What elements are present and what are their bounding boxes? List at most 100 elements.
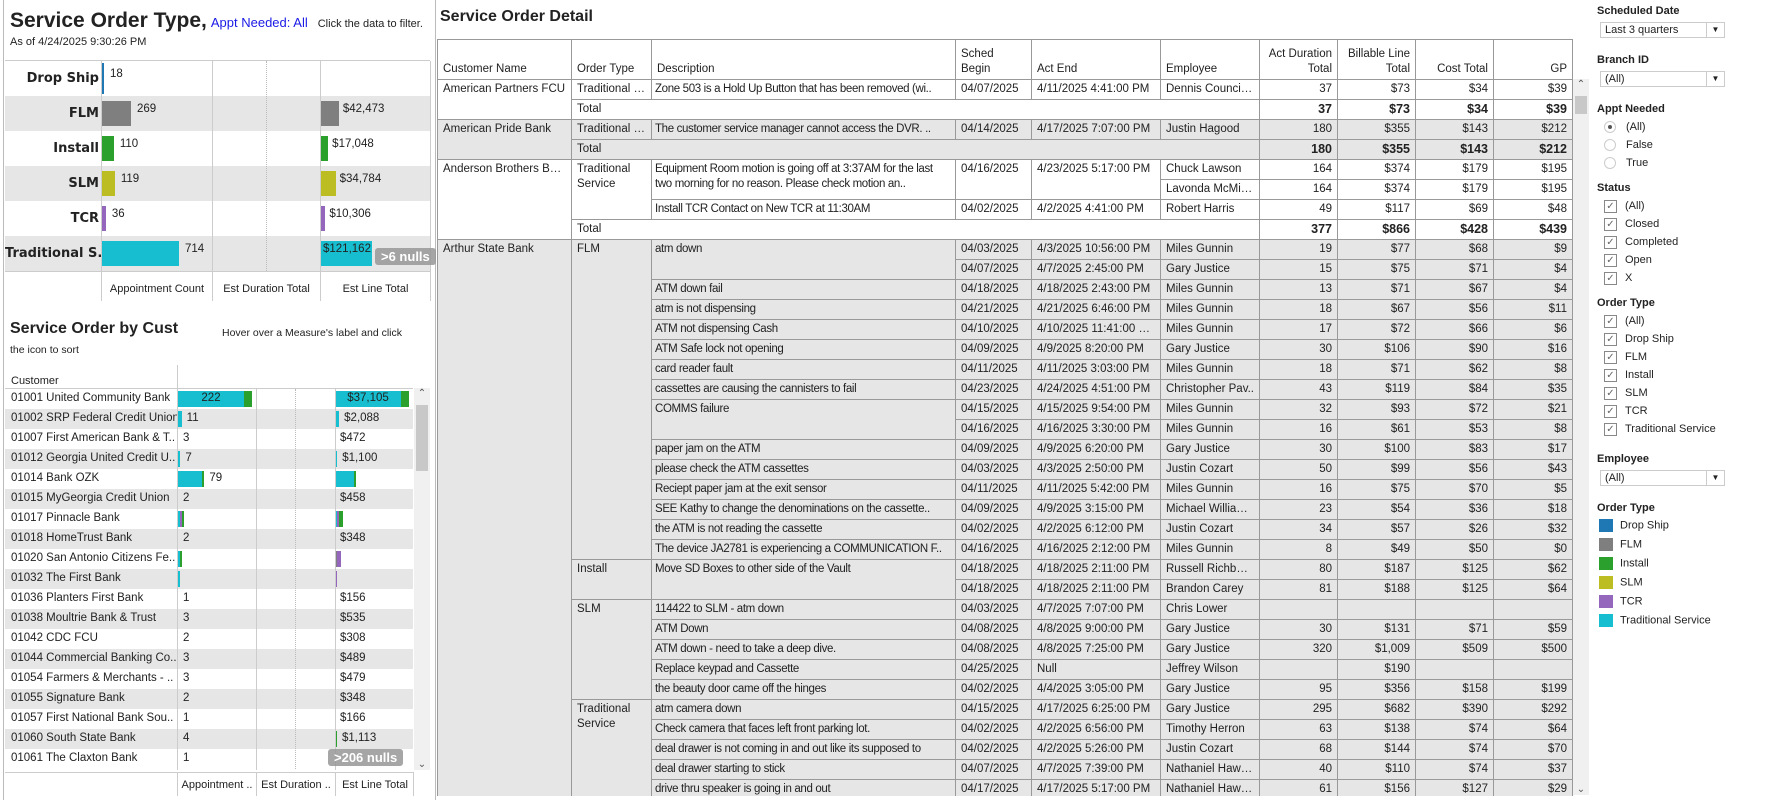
table-row[interactable]: The device JA2781 is experiencing a COMM… [438, 539, 1573, 560]
customer-name[interactable]: 01057 First National Bank Sou.. [11, 712, 174, 724]
order-type-checkbox-option[interactable]: ✓ SLM [1604, 386, 1648, 400]
est-line-total-bar[interactable] [321, 101, 339, 126]
line-total-bar-segment[interactable] [335, 411, 340, 427]
appointment-bar-segment[interactable] [178, 411, 182, 427]
line-total-bar-segment[interactable] [339, 511, 343, 527]
table-row[interactable]: the beauty door came off the hinges 04/02… [438, 679, 1573, 700]
appointment-count-bar[interactable] [102, 241, 179, 266]
line-total-bar-segment[interactable] [335, 471, 354, 487]
detail-scroll-thumb[interactable] [1575, 96, 1587, 114]
checkbox-icon[interactable]: ✓ [1604, 386, 1617, 400]
employee-dropdown[interactable]: (All) ▼ [1600, 470, 1725, 486]
appointment-count-bar[interactable] [102, 101, 131, 126]
customer-name[interactable]: 01015 MyGeorgia Credit Union [11, 492, 170, 504]
appointment-bar-segment[interactable] [178, 551, 180, 567]
scheduled-date-dropdown[interactable]: Last 3 quarters ▼ [1600, 22, 1725, 38]
column-header[interactable]: Employee [1160, 39, 1260, 80]
legend-item[interactable]: SLM [1599, 576, 1643, 589]
est-line-total-bar[interactable] [321, 206, 326, 231]
table-row[interactable]: Reciept paper jam at the exit sensor 04/1… [438, 479, 1573, 500]
customer-name-cell[interactable]: Anderson Brothers Bank [437, 159, 572, 240]
appointment-bar-segment[interactable] [182, 511, 184, 527]
order-type-checkbox-option[interactable]: ✓ Install [1604, 368, 1654, 382]
customer-name[interactable]: 01042 CDC FCU [11, 632, 98, 644]
order-type-label[interactable]: Install [53, 141, 99, 156]
checkbox-icon[interactable]: ✓ [1604, 314, 1617, 328]
chevron-down-icon[interactable]: ▼ [1706, 23, 1724, 37]
customer-row[interactable]: 01054 Farmers & Merchants - .. 3 $479 [5, 669, 413, 689]
order-type-checkbox-option[interactable]: ✓ Traditional Service [1604, 422, 1716, 436]
customer-name-cell[interactable]: Arthur State Bank [437, 239, 572, 796]
table-row[interactable]: American Partners FCU Traditional S.. Zone… [437, 79, 1573, 120]
appointment-bar-segment[interactable] [178, 391, 244, 407]
cust-column-header-2[interactable]: Est Line Total [342, 779, 408, 791]
chevron-down-icon[interactable]: ▼ [1706, 72, 1724, 86]
table-row[interactable]: Install Move SD Boxes to other side of th… [438, 559, 1573, 600]
line-total-bar-segment[interactable] [335, 731, 337, 747]
table-row[interactable]: please check the ATM cassettes 04/03/2025… [438, 459, 1573, 480]
line-total-bar-segment[interactable] [335, 391, 402, 407]
appointment-count-bar[interactable] [102, 171, 115, 196]
column-header[interactable]: Customer Name [437, 39, 572, 80]
customer-name[interactable]: 01014 Bank OZK [11, 472, 100, 484]
table-row[interactable]: Anderson Brothers Bank Traditional Servic… [437, 159, 1573, 240]
appointment-bar-segment[interactable] [178, 571, 180, 587]
appointment-bar-segment[interactable] [180, 511, 182, 527]
order-type-row[interactable]: SLM 119 $34,784 [5, 166, 430, 201]
column-header[interactable]: Act End [1031, 39, 1161, 80]
table-row[interactable]: SLM 114422 to SLM - atm down 04/03/2025 4/7… [438, 599, 1573, 700]
table-row[interactable]: deal drawer is not coming in and out lik… [438, 739, 1573, 760]
est-line-total-bar[interactable] [321, 241, 372, 266]
customer-name[interactable]: 01001 United Community Bank [11, 392, 171, 404]
customer-row[interactable]: 01015 MyGeorgia Credit Union 2 $458 [5, 489, 413, 509]
customer-row[interactable]: 01060 South State Bank 4 $1,113 [5, 729, 413, 749]
table-row[interactable]: Arthur State Bank FLM atm down 04/03/2025 4/… [437, 239, 1573, 796]
cust-column-header-1[interactable]: Est Duration .. [261, 779, 331, 791]
table-row[interactable]: 04/07/2025 4/7/2025 2:45:00 PM Gary Justic… [438, 259, 1573, 280]
customer-name[interactable]: 01060 South State Bank [11, 732, 136, 744]
scroll-up-icon[interactable]: ⌃ [1576, 79, 1586, 90]
table-row[interactable]: American Pride Bank Traditional S.. The cu… [437, 119, 1573, 160]
radio-icon[interactable] [1604, 121, 1616, 134]
customer-scroll-thumb[interactable] [416, 405, 428, 471]
table-row[interactable]: Check camera that faces left front parki… [438, 719, 1573, 740]
radio-icon[interactable] [1604, 157, 1616, 170]
customer-row[interactable]: 01061 The Claxton Bank 1 [5, 749, 413, 769]
appt-needed-radio-option[interactable]: False [1604, 138, 1653, 152]
customer-name[interactable]: 01055 Signature Bank [11, 692, 125, 704]
appointment-bar-segment[interactable] [180, 551, 182, 567]
table-row[interactable]: ATM not dispensing Cash 04/10/2025 4/10/20… [438, 319, 1573, 340]
checkbox-icon[interactable]: ✓ [1604, 422, 1617, 436]
line-total-bar-segment[interactable] [401, 391, 410, 407]
checkbox-icon[interactable]: ✓ [1604, 271, 1617, 285]
table-row[interactable]: deal drawer starting to stick 04/07/2025 4… [438, 759, 1573, 780]
appointment-bar-segment[interactable] [178, 511, 180, 527]
customer-name[interactable]: 01020 San Antonio Citizens Fe.. [11, 552, 176, 564]
customer-column-header[interactable]: Customer [11, 375, 59, 387]
customer-row[interactable]: 01007 First American Bank & T.. 3 $472 [5, 429, 413, 449]
line-total-bar-segment[interactable] [335, 571, 337, 587]
column-header[interactable]: Cost Total [1415, 39, 1494, 80]
column-header[interactable]: Description [651, 39, 956, 80]
order-type-label[interactable]: SLM [68, 176, 99, 191]
table-row[interactable]: ATM Down 04/08/2025 4/8/2025 9:00:00 PM Gar… [438, 619, 1573, 640]
checkbox-icon[interactable]: ✓ [1604, 404, 1617, 418]
customer-row[interactable]: 01020 San Antonio Citizens Fe.. [5, 549, 413, 569]
customer-name[interactable]: 01036 Planters First Bank [11, 592, 144, 604]
order-type-row[interactable]: FLM 269 $42,473 [5, 96, 430, 131]
customer-row[interactable]: 01042 CDC FCU 2 $308 [5, 629, 413, 649]
order-type-checkbox-option[interactable]: ✓ (All) [1604, 314, 1645, 328]
order-type-label[interactable]: FLM [68, 106, 99, 121]
nulls-indicator[interactable]: >6 nulls [375, 248, 436, 265]
customer-name[interactable]: 01012 Georgia United Credit U.. [11, 452, 176, 464]
customer-name[interactable]: 01017 Pinnacle Bank [11, 512, 120, 524]
line-total-bar-segment[interactable] [353, 471, 356, 487]
customer-scrollbar[interactable]: ⌃ ⌄ [414, 388, 430, 770]
column-header[interactable]: Billable Line Total [1337, 39, 1416, 80]
order-type-row[interactable]: Install 110 $17,048 [5, 131, 430, 166]
customer-name[interactable]: 01002 SRP Federal Credit Union [11, 412, 177, 424]
est-line-total-bar[interactable] [321, 171, 336, 196]
status-checkbox-option[interactable]: ✓ Completed [1604, 235, 1678, 249]
appointment-count-bar[interactable] [102, 136, 114, 161]
checkbox-icon[interactable]: ✓ [1604, 199, 1617, 213]
